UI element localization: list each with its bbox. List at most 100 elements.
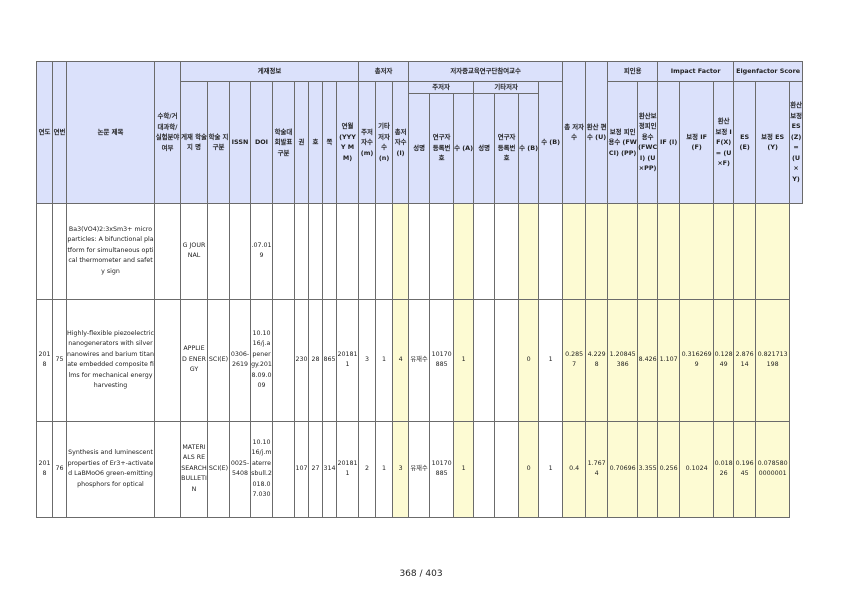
table-row: Ba3(VO4)2:3xSm3+ microparticles: A bifun… <box>36 202 803 300</box>
cell-acad-type: SCI(E) <box>207 298 230 422</box>
header-row-3: 성명 연구자 등록번호 수 (A) 성명 연구자 등록번호 수 (B) <box>37 92 803 204</box>
cell-corr-cites <box>585 202 609 300</box>
cell-vol: 107 <box>294 420 309 518</box>
cell-seq <box>52 202 67 300</box>
col-if: IF (I) <box>657 81 681 204</box>
cell-main-authors <box>358 202 377 300</box>
cell-acad-type <box>207 202 230 300</box>
cell-count-b: 0 <box>518 298 540 422</box>
cell-conv-es: 0.821713198 <box>755 298 791 422</box>
cell-title: Synthesis and luminescent properties of … <box>66 420 155 518</box>
cell-main-name <box>408 202 431 300</box>
group-eigenfactor: Eigenfactor Score <box>733 61 803 82</box>
col-corr-es: 보정 ES (Y) <box>755 81 791 204</box>
col-count-b: 수 (B) <box>538 81 564 204</box>
col-conv-count: 환산 편수 (U) <box>585 61 609 204</box>
cell-page: 865 <box>322 298 337 422</box>
header-row-2: 게재 학술지 명 학술 지 구분 ISSN DOI 학술대회발표 구분 권 호 … <box>37 81 803 204</box>
cell-main-reg: 10170885 <box>429 420 455 518</box>
group-other-author: 기타저자 <box>473 81 540 94</box>
col-doi: DOI <box>250 81 273 204</box>
cell-doi: .07.019 <box>250 202 273 300</box>
cell-corr-if: 1.107 <box>657 298 681 422</box>
col-pubdate: 연월 (YYYY MM) <box>335 81 360 204</box>
cell-pubdate: 201811 <box>335 420 360 518</box>
cell-other-reg <box>494 298 520 422</box>
cell-conv-count: 0.4 <box>562 420 587 518</box>
group-total-authors: 총저자 <box>358 61 410 82</box>
cell-journal: APPLIED ENERGY <box>180 298 208 422</box>
col-issn: ISSN <box>229 81 251 204</box>
col-corr-cites: 보정 피인용수 (FWCI) (PP) <box>607 81 639 204</box>
cell-other-authors: 1 <box>375 420 394 518</box>
cell-pubdate <box>335 202 360 300</box>
cell-journal: MATERIALS RESEARCH BULLETIN <box>180 420 208 518</box>
col-other-reg: 연구자 등록번호 <box>494 92 520 204</box>
cell-if: 8.426 <box>637 298 659 422</box>
col-conv-corr-cites: 환산보 정피인 용수 (FWCI) (U×PP) <box>637 81 659 204</box>
cell-vol: 230 <box>294 298 309 422</box>
cell-page: 314 <box>322 420 337 518</box>
cell-conv-corr-cites: 1.20845386 <box>607 298 639 422</box>
col-main-authors: 주저자수 (m) <box>358 81 377 204</box>
cell-es: 0.01826 <box>713 420 735 518</box>
group-participating: 저자중교육연구단참여교수 <box>408 61 564 82</box>
cell-conv-count <box>562 202 587 300</box>
cell-count-a <box>453 202 475 300</box>
cell-seq: 76 <box>52 420 67 518</box>
cell-main-authors: 3 <box>358 298 377 422</box>
cell-main-reg <box>429 202 455 300</box>
cell-issn: 0306-2619 <box>229 298 251 422</box>
cell-conv-if <box>679 202 715 300</box>
cell-count-b: 0 <box>518 420 540 518</box>
cell-other-reg <box>494 202 520 300</box>
col-other-authors: 기타저자수 (n) <box>375 81 394 204</box>
cell-corr-if <box>657 202 681 300</box>
cell-other-authors <box>375 202 394 300</box>
col-es: ES (E) <box>733 81 757 204</box>
cell-conv-corr-cites <box>607 202 639 300</box>
cell-math <box>154 202 181 300</box>
cell-year: 2018 <box>36 298 53 422</box>
cell-issn: 0025-5408 <box>229 420 251 518</box>
cell-issn <box>229 202 251 300</box>
cell-math <box>154 420 181 518</box>
cell-if <box>637 202 659 300</box>
col-title: 논문 제목 <box>66 61 155 204</box>
col-journal: 게재 학술지 명 <box>180 81 208 204</box>
cell-corr-es: 2.87614 <box>733 298 757 422</box>
col-main-name: 성명 <box>408 92 431 204</box>
cell-other-name <box>473 420 496 518</box>
cell-es: 0.12849 <box>713 298 735 422</box>
col-other-name: 성명 <box>473 92 496 204</box>
col-main-reg: 연구자 등록번호 <box>429 92 455 204</box>
cell-other-reg <box>494 420 520 518</box>
cell-acad-cls <box>272 420 295 518</box>
cell-no: 28 <box>308 298 323 422</box>
cell-acad-cls <box>272 298 295 422</box>
cell-corr-cites: 4.2298 <box>585 298 609 422</box>
col-conv-es: 환산 보정 ES(Z) =(U×Y) <box>789 81 803 204</box>
table-row: 2018 75 Highly-flexible piezoelectric na… <box>36 298 803 422</box>
cell-conv-if: 0.3162699 <box>679 298 715 422</box>
cell-pubdate: 201811 <box>335 298 360 422</box>
cell-title: Ba3(VO4)2:3xSm3+ microparticles: A bifun… <box>66 202 155 300</box>
cell-conv-es: 0.0785800000001 <box>755 420 791 518</box>
col-vol: 권 <box>294 81 309 204</box>
cell-all-authors: 3 <box>392 420 410 518</box>
header-row-1: 연도 연번 논문 제목 수학/거대과학/실험분야여부 게재정보 총저자 저자중교… <box>36 61 803 204</box>
col-math: 수학/거대과학/실험분야여부 <box>154 61 181 204</box>
cell-no <box>308 202 323 300</box>
cell-corr-es: 0.19645 <box>733 420 757 518</box>
group-impact-factor: Impact Factor <box>657 61 735 82</box>
cell-count-b <box>518 202 540 300</box>
cell-conv-es <box>755 202 791 300</box>
cell-all-authors: 4 <box>392 298 410 422</box>
cell-count-a: 1 <box>453 298 475 422</box>
cell-corr-if: 0.256 <box>657 420 681 518</box>
table-row: 2018 76 Synthesis and luminescent proper… <box>36 420 803 518</box>
cell-es <box>713 202 735 300</box>
cell-conv-if: 0.1024 <box>679 420 715 518</box>
cell-corr-cites: 1.7674 <box>585 420 609 518</box>
cell-year: 2018 <box>36 420 53 518</box>
